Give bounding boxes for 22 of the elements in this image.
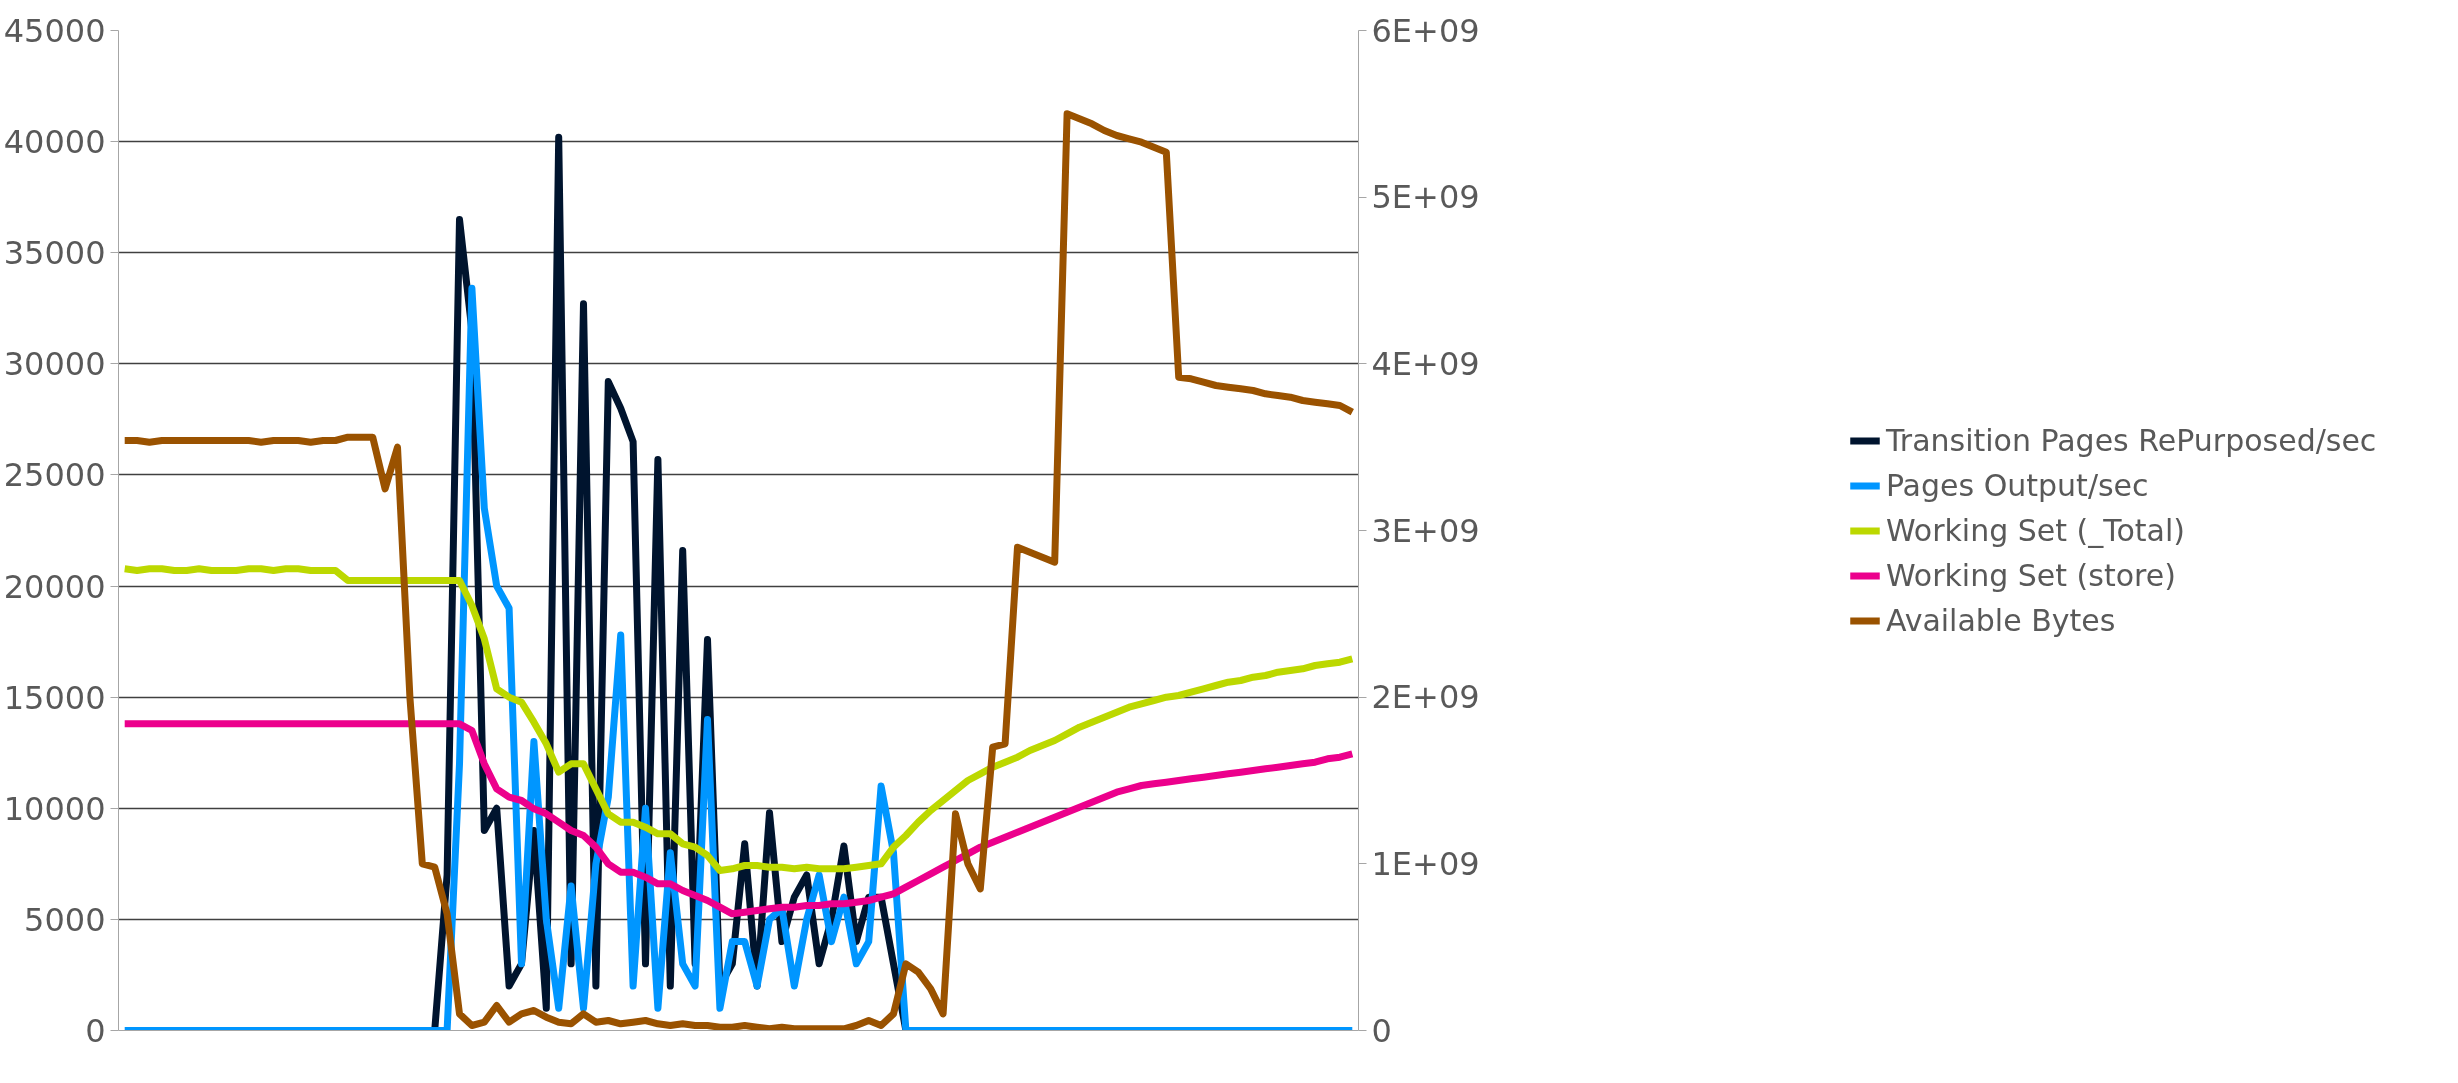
y-tick-label: 5000: [24, 900, 106, 939]
y-tick-label: 35000: [3, 234, 106, 273]
y2-tick-label: 3E+09: [1371, 511, 1480, 550]
y2-tick-label: 6E+09: [1371, 11, 1480, 50]
legend-label: Available Bytes: [1885, 602, 2116, 638]
y-tick-label: 0: [85, 1012, 106, 1050]
y2-tick-label: 2E+09: [1371, 678, 1480, 717]
y2-tick-label: 4E+09: [1371, 344, 1480, 383]
y-tick-label: 30000: [3, 345, 106, 384]
legend-label: Transition Pages RePurposed/sec: [1885, 422, 2377, 458]
y2-tick-label: 0: [1371, 1011, 1392, 1050]
y-tick-label: 10000: [3, 789, 106, 828]
y-tick-label: 25000: [3, 456, 106, 495]
legend-label: Working Set (_Total): [1885, 512, 2186, 548]
legend-label: Working Set (store): [1885, 557, 2176, 593]
legend-label: Pages Output/sec: [1885, 467, 2149, 503]
y2-tick-label: 1E+09: [1371, 844, 1480, 883]
y-tick-label: 15000: [3, 678, 106, 717]
y-tick-label: 40000: [3, 123, 106, 162]
y-tick-label: 20000: [3, 567, 106, 606]
y2-tick-label: 5E+09: [1371, 178, 1480, 217]
y-tick-label: 45000: [3, 12, 106, 50]
